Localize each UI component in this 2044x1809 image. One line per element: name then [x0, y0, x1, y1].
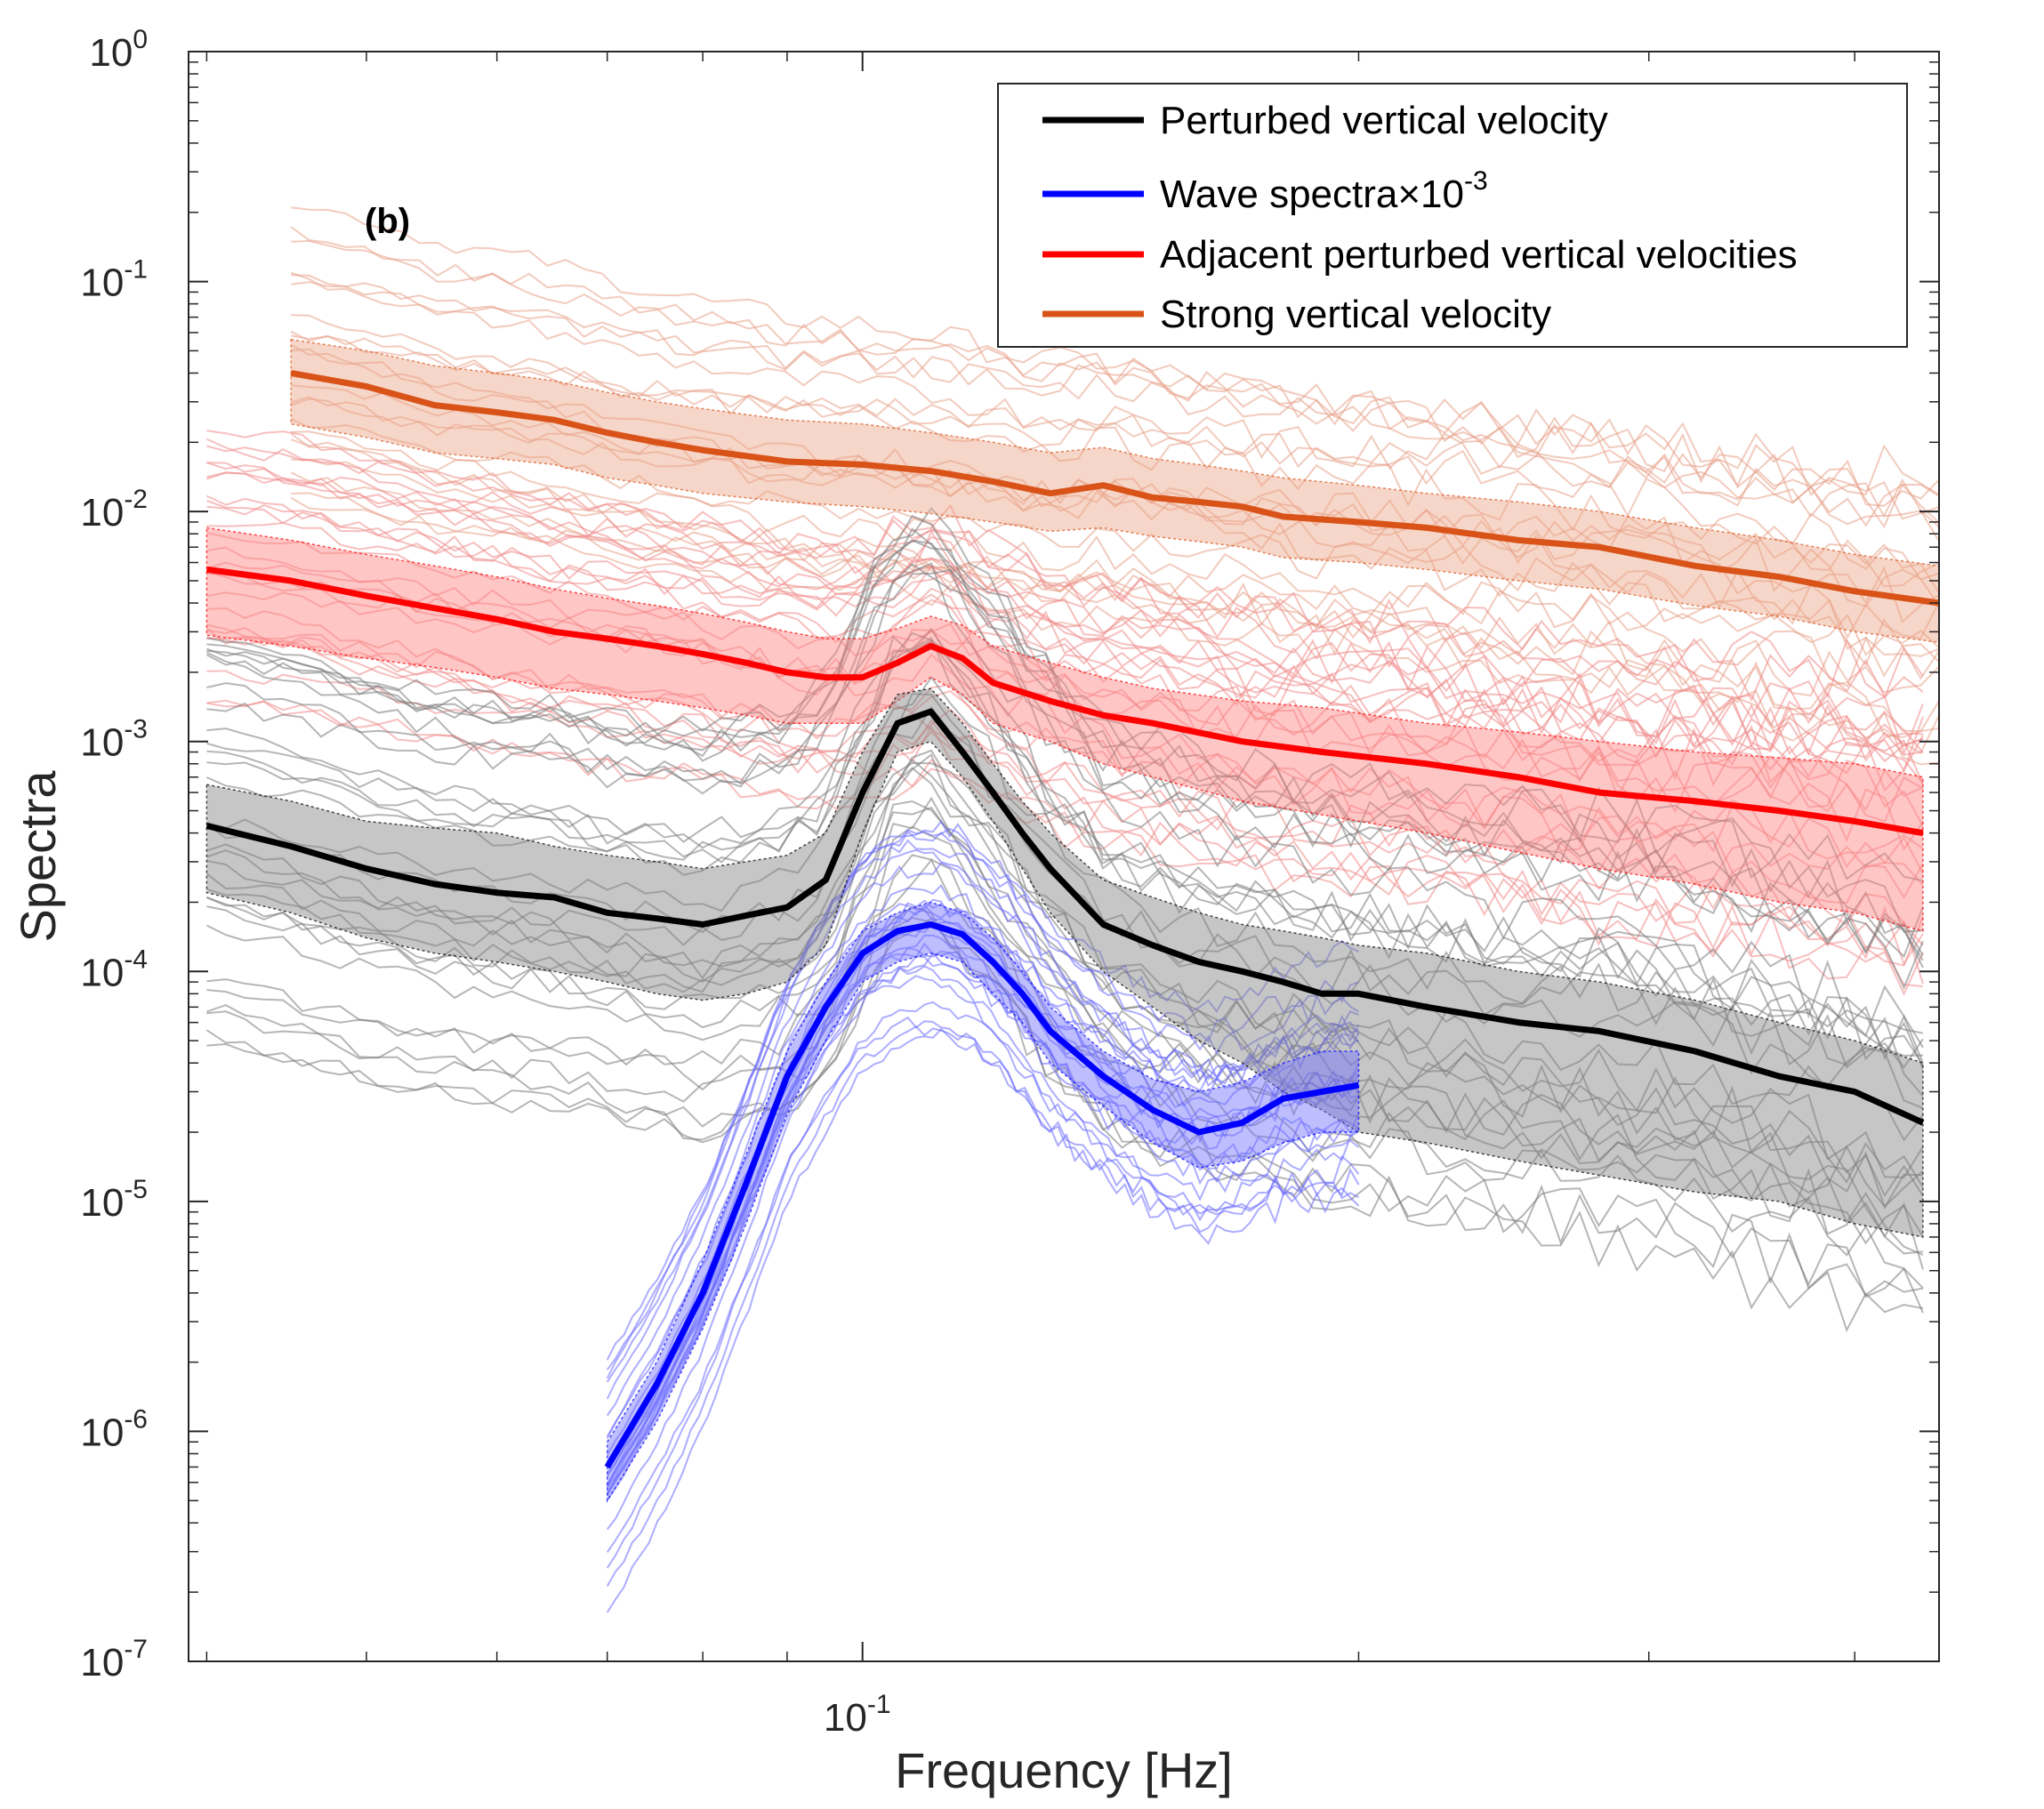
background-trace: [291, 274, 1939, 507]
background-trace: [206, 858, 1923, 1255]
tick-labels: 100 10-1 10-2 10-3 10-4 10-5 10-6 10-7 10-1: [80, 25, 890, 1740]
background-trace: [606, 909, 1360, 1456]
background-trace: [206, 761, 1924, 1188]
background-trace: [290, 396, 1939, 608]
series-line-0: [205, 708, 1925, 1126]
background-trace: [206, 462, 1924, 812]
background-trace: [206, 571, 1924, 823]
y-axis-label: Spectra: [10, 770, 66, 943]
background-trace: [291, 239, 1939, 520]
y-tick-label: 10-6: [80, 1404, 148, 1454]
background-trace: [205, 796, 1924, 1256]
background-trace: [606, 965, 1360, 1474]
legend-label: Wave spectra×10-3: [1160, 166, 1488, 216]
background-trace: [205, 636, 1924, 1034]
legend: Perturbed vertical velocity Wave spectra×…: [997, 83, 1908, 348]
background-trace: [290, 497, 1939, 657]
series-line-3: [290, 370, 1939, 607]
background-trace: [606, 975, 1359, 1493]
background-trace: [206, 546, 1924, 904]
background-trace: [206, 700, 1924, 985]
background-trace: [206, 800, 1924, 1270]
series-lines: [205, 370, 1939, 1469]
y-tick-label: 10-2: [80, 485, 148, 535]
background-trace: [206, 752, 1923, 1210]
background-trace: [290, 471, 1939, 697]
background-trace: [206, 699, 1924, 967]
background-trace: [205, 749, 1924, 1142]
y-tick-label: 10-3: [80, 715, 148, 765]
background-trace: [291, 314, 1939, 588]
background-trace: [606, 1016, 1360, 1553]
y-tick-label: 10-1: [80, 255, 148, 305]
background-trace: [206, 905, 1924, 1333]
background-trace: [291, 458, 1939, 738]
background-trace: [206, 471, 1924, 751]
axis-ticks: [189, 51, 1939, 1662]
background-trace: [206, 504, 1924, 762]
background-trace: [206, 917, 1924, 1297]
series-line-2: [205, 566, 1924, 837]
background-trace: [291, 384, 1939, 623]
background-trace: [206, 471, 1924, 699]
background-trace: [206, 675, 1924, 1097]
background-trace: [206, 635, 1924, 1066]
band-1: [606, 901, 1360, 1503]
background-trace: [606, 839, 1360, 1361]
background-trace: [290, 226, 1939, 529]
background-trace: [206, 568, 1924, 969]
background-trace: [606, 830, 1360, 1371]
background-trace: [606, 955, 1360, 1495]
background-trace: [206, 639, 1923, 1057]
band-2: [205, 527, 1924, 932]
background-trace: [206, 532, 1924, 785]
y-tick-label: 10-7: [80, 1635, 148, 1684]
background-trace: [290, 271, 1939, 581]
legend-label: Perturbed vertical velocity: [1160, 99, 1608, 142]
background-trace: [206, 631, 1924, 1064]
background-trace: [291, 430, 1939, 687]
background-trace: [290, 418, 1939, 657]
background-trace: [291, 492, 1939, 754]
background-trace: [205, 562, 1924, 1049]
background-trace: [290, 343, 1939, 667]
background-trace: [290, 398, 1939, 594]
y-tick-label: 10-4: [80, 945, 148, 994]
background-trace: [206, 825, 1924, 1208]
y-tick-label: 10-5: [80, 1175, 148, 1225]
background-trace: [206, 445, 1924, 703]
background-trace: [206, 521, 1924, 756]
y-tick-label: 100: [89, 25, 148, 75]
legend-label: Adjacent perturbed vertical velocities: [1160, 233, 1798, 277]
background-trace: [205, 438, 1924, 784]
plot-frame: [188, 51, 1940, 1662]
panel-label: (b): [365, 202, 410, 241]
background-trace: [206, 514, 1923, 933]
background-trace: [291, 348, 1939, 639]
x-tick-label: 10-1: [824, 1690, 891, 1740]
band-0: [205, 687, 1924, 1238]
background-trace: [206, 539, 1924, 956]
background-trace: [205, 627, 1924, 997]
legend-label: Strong vertical velocity: [1160, 293, 1551, 336]
background-trace: [205, 693, 1924, 1109]
background-trace: [206, 563, 1924, 991]
series-line-1: [604, 921, 1360, 1469]
background-trace: [606, 848, 1360, 1383]
background-trace: [206, 767, 1924, 1198]
background-trace: [206, 430, 1924, 753]
background-trace: [206, 591, 1924, 792]
x-axis-label: Frequency [Hz]: [895, 1742, 1233, 1798]
background-trace: [606, 942, 1360, 1487]
background-trace: [291, 281, 1939, 496]
background-trace: [606, 1027, 1360, 1613]
legend-box: [997, 83, 1908, 348]
background-trace: [291, 206, 1939, 542]
